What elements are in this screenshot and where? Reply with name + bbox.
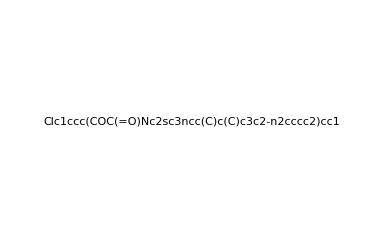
Text: Clc1ccc(COC(=O)Nc2sc3ncc(C)c(C)c3c2-n2cccc2)cc1: Clc1ccc(COC(=O)Nc2sc3ncc(C)c(C)c3c2-n2cc… xyxy=(43,117,340,127)
